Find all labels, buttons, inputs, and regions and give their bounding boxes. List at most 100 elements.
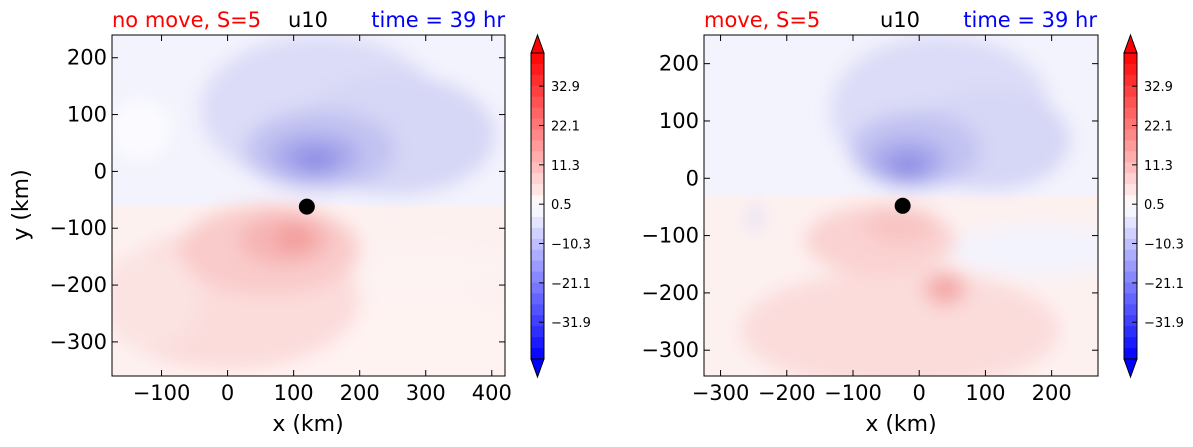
colorbar-band [531, 326, 544, 338]
colorbar-band [1124, 162, 1137, 174]
x-tick-label: 400 [472, 381, 512, 405]
colorbar-band [531, 260, 544, 273]
colorbar-band [1124, 107, 1137, 120]
y-axis-label: y (km) [9, 169, 34, 240]
colorbar-band [1124, 129, 1137, 142]
y-tick-label: −300 [49, 330, 107, 354]
x-ticks: −100 0 100 200 300 400 [133, 35, 512, 405]
colorbar-extend-top [1123, 33, 1138, 54]
colorbar-band [1124, 173, 1137, 185]
colorbar-tick-label: −10.3 [551, 238, 591, 253]
colorbar-band [1124, 184, 1137, 196]
colorbar-band [1124, 96, 1137, 109]
colorbar-tick-label: 0.5 [1144, 198, 1165, 213]
colorbar-band [531, 206, 544, 218]
title-right: time = 39 hr [963, 8, 1097, 32]
y-tick-label: −300 [641, 338, 699, 362]
colorbar-tick-label: 22.1 [551, 119, 580, 134]
colorbar-band [531, 304, 544, 316]
colorbar-band [1124, 151, 1137, 163]
y-tick-label: 100 [659, 109, 699, 133]
x-tick-label: −100 [824, 381, 882, 405]
colorbar-band [1124, 293, 1137, 305]
colorbar-band [1124, 348, 1137, 360]
colorbar-band [531, 173, 544, 185]
colorbar-band [531, 74, 544, 87]
colorbar-tick-label: −21.1 [551, 277, 591, 292]
colorbar-band [531, 195, 544, 207]
contour-field [704, 35, 1098, 376]
colorbar-band [531, 216, 544, 229]
title-center: u10 [880, 8, 920, 32]
colorbar-tick-label: −10.3 [1144, 238, 1184, 253]
y-tick-label: 100 [67, 103, 107, 127]
colorbar-band [531, 238, 544, 251]
x-tick-label: 0 [913, 381, 926, 405]
colorbar-tick-label: 11.3 [551, 159, 580, 174]
colorbar-band [1124, 304, 1137, 316]
x-tick-label: 100 [965, 381, 1005, 405]
colorbar-band [531, 118, 544, 131]
colorbar-tick-label: −21.1 [1144, 277, 1184, 292]
colorbar-band [1124, 326, 1137, 338]
colorbar-extend-bottom [530, 358, 545, 379]
colorbar-frame [1123, 52, 1138, 360]
colorbar-band [1124, 315, 1137, 327]
x-tick-label: 300 [406, 381, 446, 405]
title-left: move, S=5 [704, 8, 820, 32]
title-center: u10 [288, 8, 328, 32]
colorbar-band [1124, 53, 1137, 65]
colorbar-band [1124, 249, 1137, 262]
contour-field [112, 35, 505, 376]
y-tick-label: 200 [67, 46, 107, 70]
storm-center-marker [298, 198, 315, 215]
y-ticks: 200 100 0 −100 −200 −300 [641, 52, 1098, 362]
axes-frame [703, 34, 1099, 377]
x-axis-label: x (km) [865, 412, 936, 437]
colorbar-band [531, 293, 544, 305]
x-tick-label: −300 [692, 381, 750, 405]
colorbar-frame [530, 52, 545, 360]
x-tick-label: 200 [340, 381, 380, 405]
colorbar-band [1124, 337, 1137, 349]
colorbar-band [1124, 195, 1137, 207]
x-tick-label: −200 [758, 381, 816, 405]
colorbar-band [531, 271, 544, 284]
colorbar-band [1124, 85, 1137, 98]
x-ticks: −300 −200 −100 0 100 200 [692, 35, 1072, 405]
colorbar-band [1124, 238, 1137, 251]
colorbar: 32.9 22.1 11.3 0.5 −10.3 −21.1 −31.9 [1123, 33, 1184, 379]
y-ticks: 200 100 0 −100 −200 −300 [49, 46, 505, 354]
colorbar-band [531, 53, 544, 65]
panel-move: move, S=5 u10 time = 39 hr [641, 8, 1184, 437]
colorbar-band [1124, 63, 1137, 76]
title-left: no move, S=5 [112, 8, 261, 32]
x-tick-label: 0 [221, 381, 234, 405]
colorbar-band [1124, 260, 1137, 273]
colorbar-band [531, 337, 544, 349]
y-tick-label: −100 [49, 216, 107, 240]
colorbar: 32.9 22.1 11.3 0.5 −10.3 −21.1 −31.9 [530, 33, 591, 379]
colorbar-band [531, 315, 544, 327]
y-tick-label: −200 [641, 281, 699, 305]
colorbar-band [531, 227, 544, 240]
colorbar-tick-label: 32.9 [1144, 80, 1173, 95]
title-row: move, S=5 u10 time = 39 hr [704, 8, 1097, 32]
colorbar-band [531, 184, 544, 196]
colorbar-band [531, 249, 544, 262]
colorbar-tick-label: 22.1 [1144, 119, 1173, 134]
panel-no-move: no move, S=5 u10 time = 39 hr [9, 8, 591, 437]
colorbar-band [1124, 271, 1137, 284]
colorbar-band [1124, 227, 1137, 240]
y-tick-label: 0 [94, 159, 107, 183]
colorbar-band [531, 348, 544, 360]
title-row: no move, S=5 u10 time = 39 hr [112, 8, 505, 32]
storm-center-marker [894, 197, 911, 214]
colorbar-band [531, 85, 544, 98]
y-tick-label: −200 [49, 273, 107, 297]
colorbar-band [531, 162, 544, 174]
colorbar-tick-label: 32.9 [551, 80, 580, 95]
colorbar-tick-label: −31.9 [1144, 316, 1184, 331]
x-axis-label: x (km) [272, 412, 343, 437]
